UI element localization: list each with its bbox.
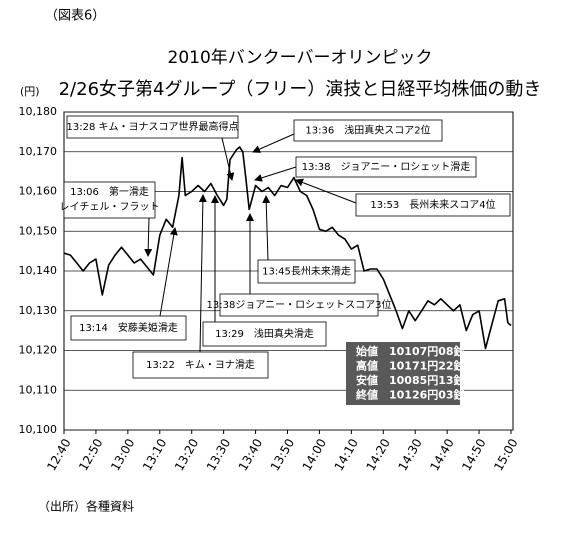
x-tick-label: 14:50 [459,436,488,473]
annotation-arrow [252,133,295,153]
annotation-text: 13:28 キム・ヨナスコア世界最高得点 [67,120,239,133]
stats-text: 始値 10107円08銭 [356,344,465,358]
annotation-text: 13:14 安藤美姫滑走 [79,321,178,334]
annotation-box [219,293,379,317]
stats-text: 終値 10126円03銭 [356,388,465,402]
annotation-box [66,115,239,139]
x-tick-label: 14:40 [427,436,456,473]
source: （出所）各種資料 [38,499,134,514]
y-tick-label: 10,110 [19,383,58,396]
y-tick-label: 10,150 [19,224,58,237]
x-tick-label: 12:50 [76,436,105,473]
x-tick-label: 15:00 [491,436,520,473]
x-tick-label: 13:50 [268,436,297,473]
chart-title: 2010年バンクーバーオリンピック [168,48,433,68]
annotation-box [293,119,443,142]
x-tick-label: 13:40 [236,436,265,473]
stats-text: 安値 10085円13銭 [356,373,465,387]
annotation-text: 13:29 浅田真央滑走 [215,327,314,340]
annotation-text: 13:38ジョアニー・ロシェットスコア3位 [207,298,392,311]
y-tick-label: 10,180 [19,105,58,118]
annotation-arrow [221,137,235,181]
y-tick-label: 10,160 [19,185,58,198]
annotation-arrow [159,227,178,317]
x-tick-label: 13:00 [108,436,137,473]
annotation-text: 13:38 ジョアニー・ロシェット滑走 [302,161,471,173]
x-tick-label: 13:30 [204,436,233,473]
y-tick-label: 10,170 [19,145,58,158]
y-tick-label: 10,140 [19,264,58,277]
annotation-arrow [254,166,297,182]
annotation-text: 13:53 長州未来スコア4位 [370,198,495,211]
price-line [63,146,512,350]
y-tick-label: 10,120 [19,344,58,357]
chart-subtitle: 2/26女子第4グループ（フリー）演技と日経平均株価の動き [59,79,542,100]
x-tick-label: 13:10 [140,436,169,473]
x-tick-label: 14:00 [300,436,329,473]
annotation-arrow [144,217,153,257]
x-tick-label: 13:20 [172,436,201,473]
annotation-text: 13:45長州未来滑走 [262,266,351,278]
annotation-box [132,351,269,379]
x-tick-label: 14:10 [332,436,361,473]
y-tick-label: 10,100 [19,423,58,436]
x-tick-label: 14:20 [363,436,392,473]
annotation-box [70,315,187,341]
annotation-arrow [262,195,271,261]
stats-box [346,342,460,405]
annotation-text: レイチェル・フラット [60,201,160,213]
annotation-box [257,259,356,284]
figure-label: （図表6） [45,9,105,24]
annotation-box [295,156,477,178]
y-tick-label: 10,130 [19,304,58,317]
annotation-text: 13:36 浅田真央スコア2位 [305,124,430,137]
stats-text: 高値 10171円22銭 [356,359,465,373]
x-tick-label: 14:30 [395,436,424,473]
annotation-text: 13:06 第一滑走 [70,185,149,198]
x-tick-label: 12:40 [44,436,73,473]
annotation-box [63,181,156,219]
annotation-box [355,193,511,217]
y-unit: (円) [20,85,40,98]
annotation-box [202,321,327,347]
annotation-arrow [295,178,357,204]
annotation-text: 13:22 キム・ヨナ滑走 [146,359,255,371]
annotation-arrow [198,194,207,353]
